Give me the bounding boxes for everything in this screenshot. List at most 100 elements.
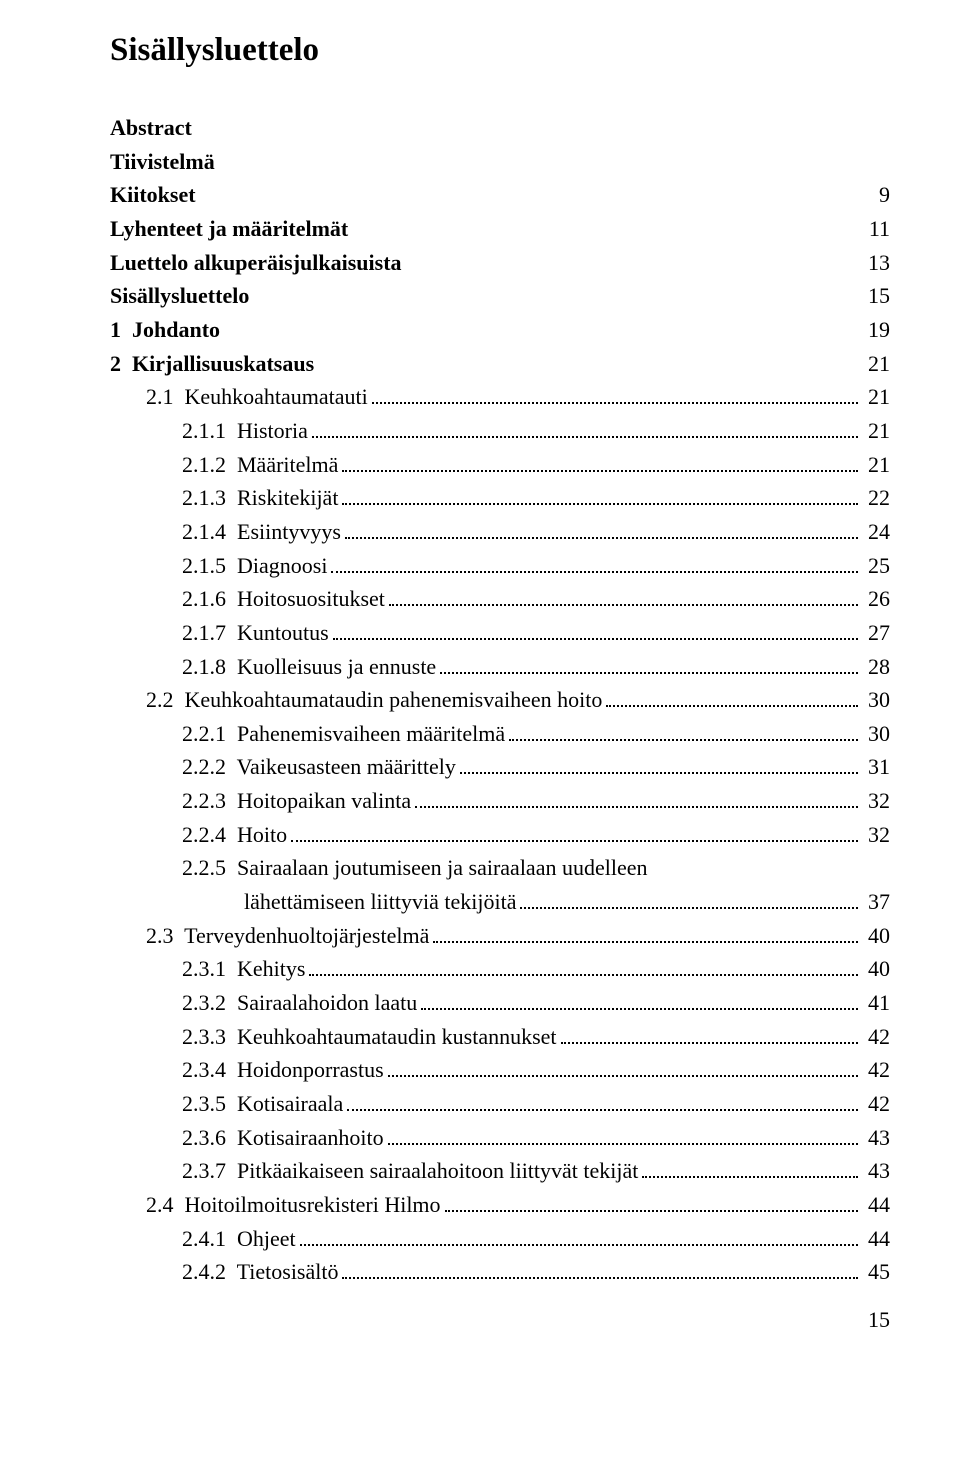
toc-entry-page: 43 [862,1154,890,1188]
toc-leader [333,638,858,640]
toc-entry-label: 2.4.1 Ohjeet [182,1222,296,1256]
toc-entry-page: 26 [862,582,890,616]
toc-entry-label: Sisällysluettelo [110,279,249,313]
toc-entry-page: 42 [862,1087,890,1121]
toc-entry-page: 42 [862,1053,890,1087]
toc-entry-label: 2.1 Keuhkoahtaumatauti [146,380,368,414]
toc-entry-page: 42 [862,1020,890,1054]
toc-entry-page: 22 [862,481,890,515]
toc-leader [342,470,858,472]
toc-entry: Kiitokset 9 [110,178,890,212]
toc-entry-page: 28 [862,650,890,684]
toc-entry-page: 44 [862,1188,890,1222]
toc-leader [388,1075,858,1077]
toc-entry-label: 1 Johdanto [110,313,220,347]
toc-entry-label: 2.3.1 Kehitys [182,952,305,986]
toc-entry: 2.3.3 Keuhkoahtaumataudin kustannukset 42 [110,1020,890,1054]
toc-leader [642,1176,858,1178]
toc-entry-label: 2.4 Hoitoilmoitusrekisteri Hilmo [146,1188,441,1222]
toc-entry-page: 30 [862,717,890,751]
toc-leader [372,402,858,404]
toc-entry-label: 2.3.6 Kotisairaanhoito [182,1121,384,1155]
toc-entry-label: 2.4.2 Tietosisältö [182,1255,338,1289]
toc-entry: 2.3.4 Hoidonporrastus 42 [110,1053,890,1087]
toc-leader [312,436,858,438]
toc-entry-label: 2.1.2 Määritelmä [182,448,338,482]
toc-entry: 2.1.4 Esiintyvyys24 [110,515,890,549]
toc-leader [300,1244,858,1246]
toc-entry-label: 2.3.5 Kotisairaala [182,1087,343,1121]
toc-entry: 2.1.6 Hoitosuositukset 26 [110,582,890,616]
toc-title: Sisällysluettelo [110,32,890,69]
toc-entry-label: 2.3.7 Pitkäaikaiseen sairaalahoitoon lii… [182,1154,638,1188]
toc-entry-label: Abstract [110,111,192,145]
toc-entry: 2 Kirjallisuuskatsaus21 [110,347,890,381]
toc-entry: 2.1.1 Historia 21 [110,414,890,448]
toc-entry-page: 13 [862,246,890,280]
toc-entry-page: 21 [862,414,890,448]
toc-entry: 2.2.2 Vaikeusasteen määrittely31 [110,750,890,784]
toc-entry-page: 27 [862,616,890,650]
toc-leader [331,571,858,573]
toc-list: AbstractTiivistelmäKiitokset 9Lyhenteet j… [110,111,890,1289]
toc-entry-page: 19 [862,313,890,347]
toc-entry-label: 2.3.2 Sairaalahoidon laatu [182,986,417,1020]
toc-entry: 2.3.2 Sairaalahoidon laatu41 [110,986,890,1020]
toc-entry-page: 44 [862,1222,890,1256]
toc-entry: 2.1.5 Diagnoosi25 [110,549,890,583]
toc-entry: Lyhenteet ja määritelmät11 [110,212,890,246]
toc-entry-label: 2.2.2 Vaikeusasteen määrittely [182,750,456,784]
toc-entry: 2.3.6 Kotisairaanhoito 43 [110,1121,890,1155]
toc-leader [433,941,858,943]
toc-entry-page: 32 [862,784,890,818]
toc-entry-label: lähettämiseen liittyviä tekijöitä [244,885,516,919]
toc-entry: 2.2.5 Sairaalaan joutumiseen ja sairaala… [110,851,890,918]
toc-leader [460,772,858,774]
toc-entry-page: 21 [862,347,890,381]
toc-leader [561,1042,858,1044]
toc-entry: 2.1 Keuhkoahtaumatauti 21 [110,380,890,414]
toc-entry-page: 11 [863,212,890,246]
toc-leader [415,806,858,808]
toc-entry: 2.1.2 Määritelmä21 [110,448,890,482]
toc-entry: 2.3 Terveydenhuoltojärjestelmä40 [110,919,890,953]
toc-leader [421,1008,858,1010]
toc-entry: 1 Johdanto 19 [110,313,890,347]
toc-entry-label: 2.2.4 Hoito [182,818,287,852]
toc-entry: Abstract [110,111,890,145]
toc-entry-page: 30 [862,683,890,717]
toc-entry-label: 2.1.1 Historia [182,414,308,448]
toc-entry: Tiivistelmä [110,145,890,179]
toc-entry-label: 2.2.5 Sairaalaan joutumiseen ja sairaala… [182,855,647,880]
toc-entry: 2.1.8 Kuolleisuus ja ennuste28 [110,650,890,684]
toc-entry-page: 15 [862,279,890,313]
toc-leader [291,840,858,842]
toc-entry-page: 40 [862,952,890,986]
toc-entry: Sisällysluettelo 15 [110,279,890,313]
toc-entry: 2.2.4 Hoito32 [110,818,890,852]
toc-entry-label: 2.3.4 Hoidonporrastus [182,1053,384,1087]
toc-entry-label: Tiivistelmä [110,145,215,179]
toc-leader [342,503,858,505]
toc-entry-page: 9 [873,178,890,212]
toc-entry: 2.1.7 Kuntoutus27 [110,616,890,650]
toc-entry: 2.3.7 Pitkäaikaiseen sairaalahoitoon lii… [110,1154,890,1188]
toc-entry-page: 45 [862,1255,890,1289]
toc-entry-page: 24 [862,515,890,549]
toc-entry-label: 2.3.3 Keuhkoahtaumataudin kustannukset [182,1020,557,1054]
toc-leader [520,907,858,909]
toc-entry-label: 2.2.3 Hoitopaikan valinta [182,784,411,818]
toc-entry: 2.1.3 Riskitekijät22 [110,481,890,515]
toc-leader [445,1210,858,1212]
toc-entry: 2.2.3 Hoitopaikan valinta 32 [110,784,890,818]
toc-entry-label: Kiitokset [110,178,196,212]
toc-leader [440,672,858,674]
toc-entry-label: Luettelo alkuperäisjulkaisuista [110,246,402,280]
toc-entry: 2.4 Hoitoilmoitusrekisteri Hilmo 44 [110,1188,890,1222]
toc-entry: Luettelo alkuperäisjulkaisuista 13 [110,246,890,280]
toc-leader [342,1277,858,1279]
toc-entry-label: 2.1.6 Hoitosuositukset [182,582,385,616]
toc-entry-label: 2.2 Keuhkoahtaumataudin pahenemisvaiheen… [146,683,602,717]
toc-entry-page: 21 [862,380,890,414]
toc-entry-page: 43 [862,1121,890,1155]
